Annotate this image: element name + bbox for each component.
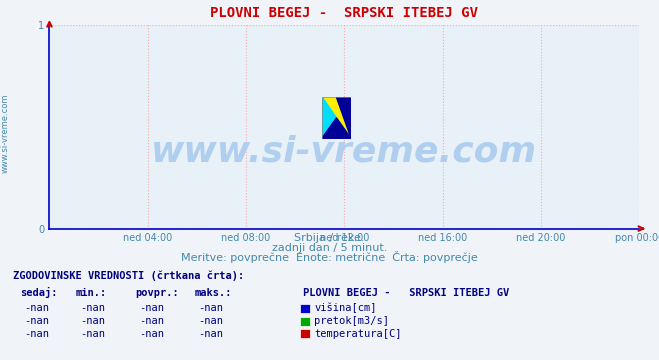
Polygon shape bbox=[322, 97, 351, 139]
Text: pretok[m3/s]: pretok[m3/s] bbox=[314, 316, 389, 326]
Text: -nan: -nan bbox=[80, 303, 105, 314]
Polygon shape bbox=[322, 97, 351, 139]
Text: Srbija / reke.: Srbija / reke. bbox=[295, 233, 364, 243]
Text: ZGODOVINSKE VREDNOSTI (črtkana črta):: ZGODOVINSKE VREDNOSTI (črtkana črta): bbox=[13, 270, 244, 281]
Text: maks.:: maks.: bbox=[194, 288, 232, 298]
Title: PLOVNI BEGEJ -  SRPSKI ITEBEJ GV: PLOVNI BEGEJ - SRPSKI ITEBEJ GV bbox=[210, 6, 478, 20]
Text: min.:: min.: bbox=[76, 288, 107, 298]
Text: -nan: -nan bbox=[24, 316, 49, 326]
Text: višina[cm]: višina[cm] bbox=[314, 303, 377, 314]
Text: -nan: -nan bbox=[80, 316, 105, 326]
Polygon shape bbox=[322, 118, 351, 139]
Text: -nan: -nan bbox=[80, 329, 105, 339]
Text: -nan: -nan bbox=[24, 303, 49, 314]
Text: PLOVNI BEGEJ -   SRPSKI ITEBEJ GV: PLOVNI BEGEJ - SRPSKI ITEBEJ GV bbox=[303, 288, 509, 298]
Text: temperatura[C]: temperatura[C] bbox=[314, 329, 402, 339]
Text: -nan: -nan bbox=[139, 316, 164, 326]
Text: www.si-vreme.com: www.si-vreme.com bbox=[1, 94, 10, 173]
Text: -nan: -nan bbox=[198, 329, 223, 339]
Text: -nan: -nan bbox=[139, 329, 164, 339]
Text: -nan: -nan bbox=[24, 329, 49, 339]
Text: povpr.:: povpr.: bbox=[135, 288, 179, 298]
Text: Meritve: povprečne  Enote: metrične  Črta: povprečje: Meritve: povprečne Enote: metrične Črta:… bbox=[181, 251, 478, 264]
Text: -nan: -nan bbox=[139, 303, 164, 314]
Text: -nan: -nan bbox=[198, 303, 223, 314]
Polygon shape bbox=[336, 97, 351, 139]
Text: zadnji dan / 5 minut.: zadnji dan / 5 minut. bbox=[272, 243, 387, 253]
Text: sedaj:: sedaj: bbox=[20, 287, 57, 298]
Text: -nan: -nan bbox=[198, 316, 223, 326]
Text: www.si-vreme.com: www.si-vreme.com bbox=[152, 134, 537, 168]
